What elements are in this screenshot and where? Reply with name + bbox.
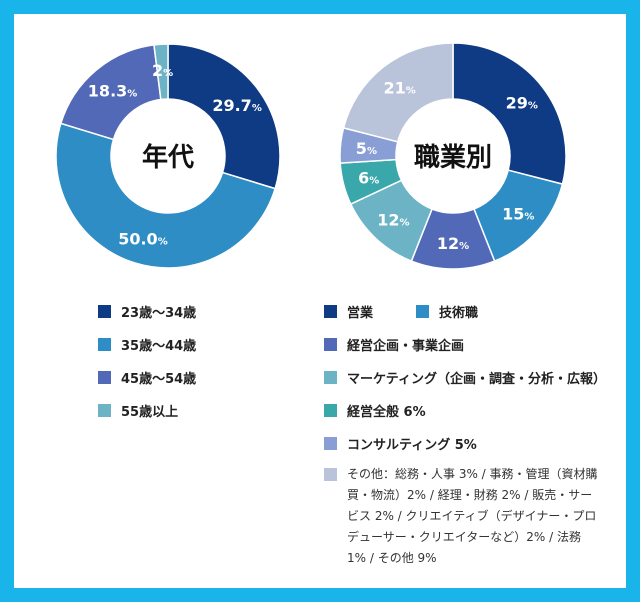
age-slice-label-3: 2% — [152, 61, 173, 80]
legend-swatch — [324, 468, 337, 481]
legend-item-consulting: コンサルティング 5% — [324, 434, 477, 453]
age-slice-label-1: 50.0% — [118, 229, 168, 248]
legend-label: 45歳〜54歳 — [121, 372, 197, 387]
legend-swatch — [98, 404, 111, 417]
age-slice-1 — [55, 122, 277, 269]
job-slice-label-6: 21% — [384, 78, 416, 97]
legend-label: マーケティング（企画・調査・分析・広報） — [347, 372, 606, 387]
legend-item-age-23-34: 23歳〜34歳 — [98, 302, 196, 321]
legend-swatch — [98, 305, 111, 318]
legend-label: 経営企画・事業企画 — [347, 339, 465, 354]
job-slice-label-0: 29% — [506, 94, 538, 113]
legend-label: 経営全般 6% — [347, 405, 426, 420]
age-center-hole — [112, 100, 224, 212]
legend-label: 営業 — [347, 306, 374, 321]
legend-swatch — [324, 305, 337, 318]
legend-swatch — [98, 371, 111, 384]
job-slice-label-3: 12% — [377, 210, 409, 229]
legend-swatch — [324, 371, 337, 384]
job-slice-label-1: 15% — [502, 205, 534, 224]
age-center-label: 年代 — [142, 142, 194, 173]
legend-item-other: その他：総務・人事 3% / 事務・管理（資材購買・物流）2% / 経理・財務 … — [324, 464, 600, 569]
chart-panel: 29.7% 50.0% 18.3% 2% 年代 29% 15% 12% 12% 6% 5% 21% 職… — [14, 14, 626, 588]
legend-swatch — [324, 338, 337, 351]
legend-item-sales: 営業 — [324, 302, 373, 321]
legend-item-engineering: 技術職 — [416, 302, 478, 321]
age-slice-label-2: 18.3% — [88, 81, 138, 100]
job-slice-label-5: 5% — [356, 139, 377, 158]
age-slice-3 — [153, 43, 169, 101]
legend-other-text: その他：総務・人事 3% / 事務・管理（資材購買・物流）2% / 経理・財務 … — [347, 467, 598, 565]
legend-item-management: 経営全般 6% — [324, 401, 426, 420]
age-donut-chart: 29.7% 50.0% 18.3% 2% 年代 — [55, 43, 281, 269]
job-slice-label-4: 6% — [358, 169, 379, 188]
legend-item-marketing: マーケティング（企画・調査・分析・広報） — [324, 368, 606, 387]
age-slice-0 — [167, 43, 281, 190]
legend-swatch — [324, 437, 337, 450]
legend-item-age-45-54: 45歳〜54歳 — [98, 368, 196, 387]
legend-label: 55歳以上 — [121, 405, 179, 420]
legend-label: 23歳〜34歳 — [121, 306, 197, 321]
legend-item-age-35-44: 35歳〜44歳 — [98, 335, 196, 354]
job-slice-0 — [452, 42, 567, 186]
legend-item-planning: 経営企画・事業企画 — [324, 335, 464, 354]
legend-label: コンサルティング 5% — [347, 438, 477, 453]
job-slice-label-2: 12% — [437, 234, 469, 253]
job-center-hole — [397, 100, 509, 212]
legend-label: 35歳〜44歳 — [121, 339, 197, 354]
legend-item-age-55-plus: 55歳以上 — [98, 401, 178, 420]
age-slice-label-0: 29.7% — [212, 96, 262, 115]
legend-swatch — [98, 338, 111, 351]
job-slice-6 — [342, 42, 454, 143]
legend-label: 技術職 — [439, 306, 479, 321]
job-donut-chart: 29% 15% 12% 12% 6% 5% 21% 職業別 — [339, 42, 567, 270]
legend-swatch — [324, 404, 337, 417]
job-center-label: 職業別 — [414, 143, 492, 173]
legend-swatch — [416, 305, 429, 318]
